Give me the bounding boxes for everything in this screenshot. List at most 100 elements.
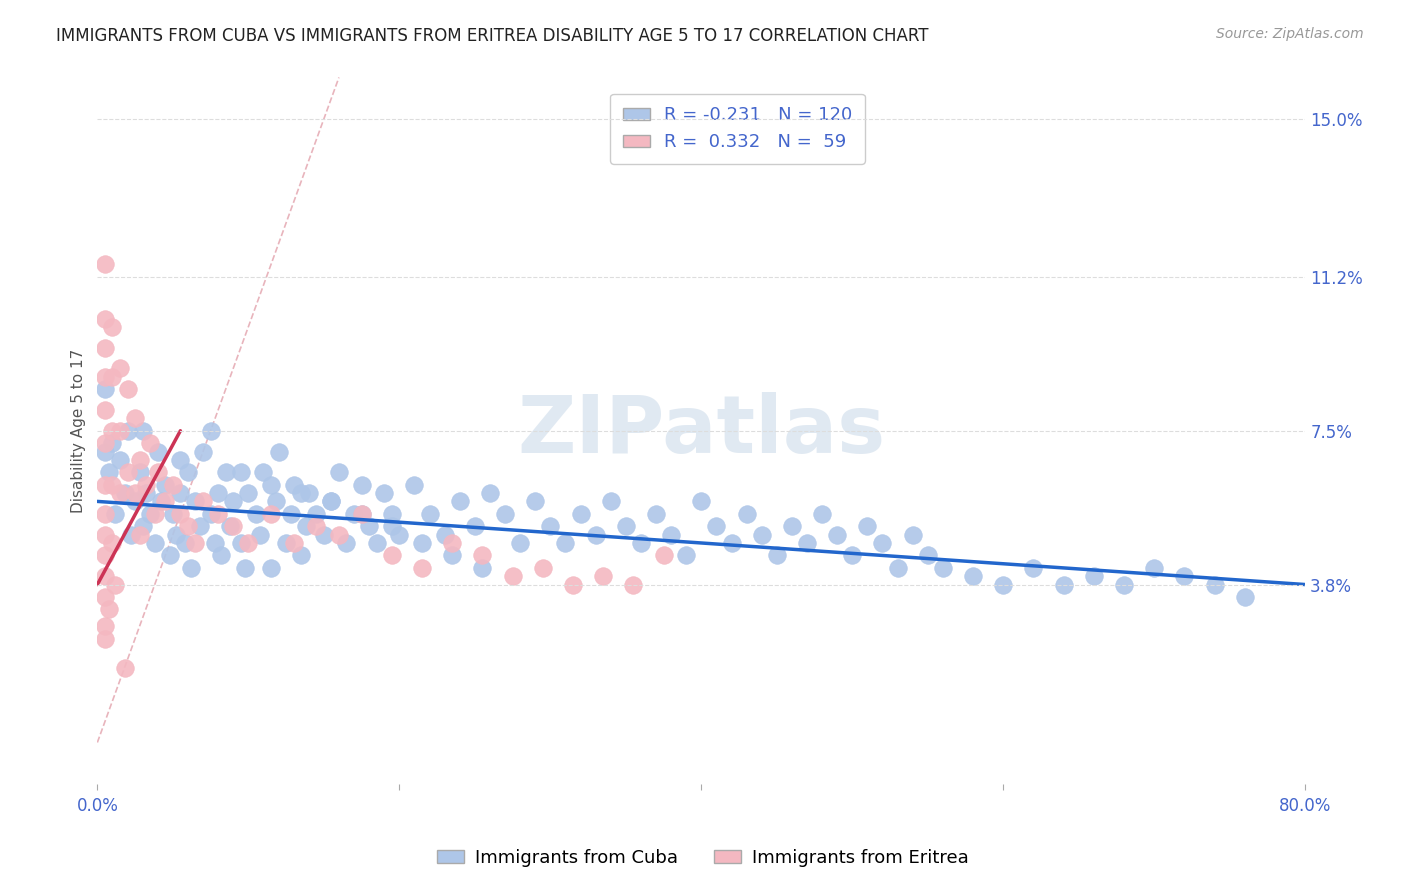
- Point: [267, 444, 290, 458]
- Point: [124, 494, 146, 508]
- Point: [124, 411, 146, 425]
- Point: [1112, 577, 1135, 591]
- Point: [825, 527, 848, 541]
- Point: [538, 519, 561, 533]
- Point: [290, 549, 312, 563]
- Point: [177, 519, 200, 533]
- Point: [675, 549, 697, 563]
- Point: [94, 341, 117, 355]
- Point: [191, 444, 214, 458]
- Point: [471, 549, 494, 563]
- Point: [114, 661, 136, 675]
- Point: [335, 536, 357, 550]
- Point: [177, 466, 200, 480]
- Point: [94, 549, 117, 563]
- Point: [117, 466, 139, 480]
- Point: [735, 507, 758, 521]
- Point: [101, 477, 124, 491]
- Point: [652, 549, 675, 563]
- Point: [108, 361, 131, 376]
- Point: [373, 486, 395, 500]
- Point: [159, 549, 181, 563]
- Point: [381, 507, 404, 521]
- Point: [321, 494, 343, 508]
- Point: [720, 536, 742, 550]
- Point: [659, 527, 682, 541]
- Point: [94, 590, 117, 604]
- Point: [381, 549, 404, 563]
- Point: [149, 494, 172, 508]
- Point: [509, 536, 531, 550]
- Point: [101, 319, 124, 334]
- Point: [312, 527, 335, 541]
- Y-axis label: Disability Age 5 to 17: Disability Age 5 to 17: [72, 349, 86, 513]
- Point: [146, 444, 169, 458]
- Point: [128, 527, 150, 541]
- Point: [229, 466, 252, 480]
- Point: [108, 486, 131, 500]
- Point: [305, 519, 328, 533]
- Point: [94, 507, 117, 521]
- Point: [245, 507, 267, 521]
- Point: [143, 536, 166, 550]
- Point: [1083, 569, 1105, 583]
- Point: [128, 466, 150, 480]
- Point: [200, 507, 222, 521]
- Point: [135, 486, 157, 500]
- Point: [780, 519, 803, 533]
- Point: [215, 466, 238, 480]
- Point: [146, 466, 169, 480]
- Point: [188, 519, 211, 533]
- Point: [471, 561, 494, 575]
- Point: [524, 494, 547, 508]
- Point: [283, 477, 305, 491]
- Point: [139, 507, 162, 521]
- Point: [114, 486, 136, 500]
- Point: [184, 494, 207, 508]
- Point: [94, 382, 117, 396]
- Point: [219, 519, 242, 533]
- Point: [388, 527, 411, 541]
- Point: [131, 424, 153, 438]
- Point: [155, 494, 177, 508]
- Point: [283, 536, 305, 550]
- Point: [901, 527, 924, 541]
- Point: [917, 549, 939, 563]
- Point: [162, 477, 184, 491]
- Point: [128, 453, 150, 467]
- Point: [169, 453, 191, 467]
- Point: [104, 577, 127, 591]
- Point: [191, 494, 214, 508]
- Point: [962, 569, 984, 583]
- Point: [280, 507, 302, 521]
- Point: [1053, 577, 1076, 591]
- Point: [690, 494, 713, 508]
- Point: [155, 477, 177, 491]
- Point: [569, 507, 592, 521]
- Point: [94, 369, 117, 384]
- Point: [117, 382, 139, 396]
- Point: [169, 507, 191, 521]
- Point: [811, 507, 834, 521]
- Point: [117, 424, 139, 438]
- Text: ZIPatlas: ZIPatlas: [517, 392, 886, 470]
- Point: [621, 577, 644, 591]
- Point: [174, 536, 197, 550]
- Point: [207, 507, 229, 521]
- Point: [104, 507, 127, 521]
- Point: [124, 486, 146, 500]
- Point: [433, 527, 456, 541]
- Point: [856, 519, 879, 533]
- Point: [184, 536, 207, 550]
- Point: [381, 519, 404, 533]
- Point: [614, 519, 637, 533]
- Point: [554, 536, 576, 550]
- Point: [932, 561, 955, 575]
- Point: [94, 258, 117, 272]
- Point: [165, 527, 187, 541]
- Point: [494, 507, 516, 521]
- Legend: Immigrants from Cuba, Immigrants from Eritrea: Immigrants from Cuba, Immigrants from Er…: [430, 842, 976, 874]
- Point: [238, 536, 260, 550]
- Point: [562, 577, 585, 591]
- Point: [343, 507, 366, 521]
